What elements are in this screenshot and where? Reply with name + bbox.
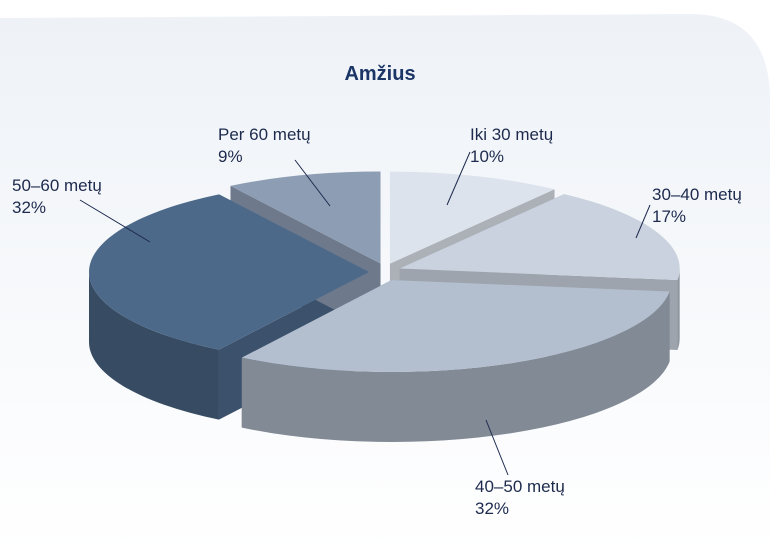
- pie-slice-side: [241, 291, 670, 442]
- slice-label: 30–40 metų 17%: [652, 185, 742, 226]
- slice-label-value: 32%: [475, 499, 509, 518]
- pie-slice-side: [89, 272, 219, 420]
- leader-line: [485, 419, 509, 476]
- pie-slice: [230, 171, 381, 264]
- slice-label-name: Per 60 metų: [218, 125, 311, 144]
- slice-labels: Iki 30 metų 10% 30–40 metų 17% 40–50 metų 32%…: [12, 125, 742, 518]
- leader-line: [446, 151, 471, 206]
- pie-slices: [88, 171, 680, 442]
- pie-slice: [389, 171, 555, 264]
- pie-slice: [399, 194, 680, 281]
- slice-label-value: 9%: [218, 147, 243, 166]
- slice-label-name: Iki 30 metų: [470, 125, 553, 144]
- slice-label: 50–60 metų 32%: [12, 176, 102, 217]
- leader-line: [294, 159, 331, 207]
- leader-line: [635, 204, 651, 239]
- slice-label-name: 40–50 metų: [475, 477, 565, 496]
- slice-label: Iki 30 metų 10%: [470, 125, 553, 166]
- chart-title: Amžius: [344, 63, 415, 85]
- pie-slice-side: [677, 268, 680, 351]
- slice-label-name: 50–60 metų: [12, 176, 102, 195]
- leader-lines: [79, 151, 651, 476]
- slice-label: Per 60 metų 9%: [218, 125, 311, 166]
- leader-line: [79, 199, 151, 243]
- slice-label: 40–50 metų 32%: [475, 477, 565, 518]
- slice-label-name: 30–40 metų: [652, 185, 742, 204]
- pie-slice: [241, 279, 670, 372]
- slice-label-value: 17%: [652, 207, 686, 226]
- slice-label-value: 32%: [12, 198, 46, 217]
- slice-label-value: 10%: [470, 147, 504, 166]
- pie-slice: [88, 194, 370, 350]
